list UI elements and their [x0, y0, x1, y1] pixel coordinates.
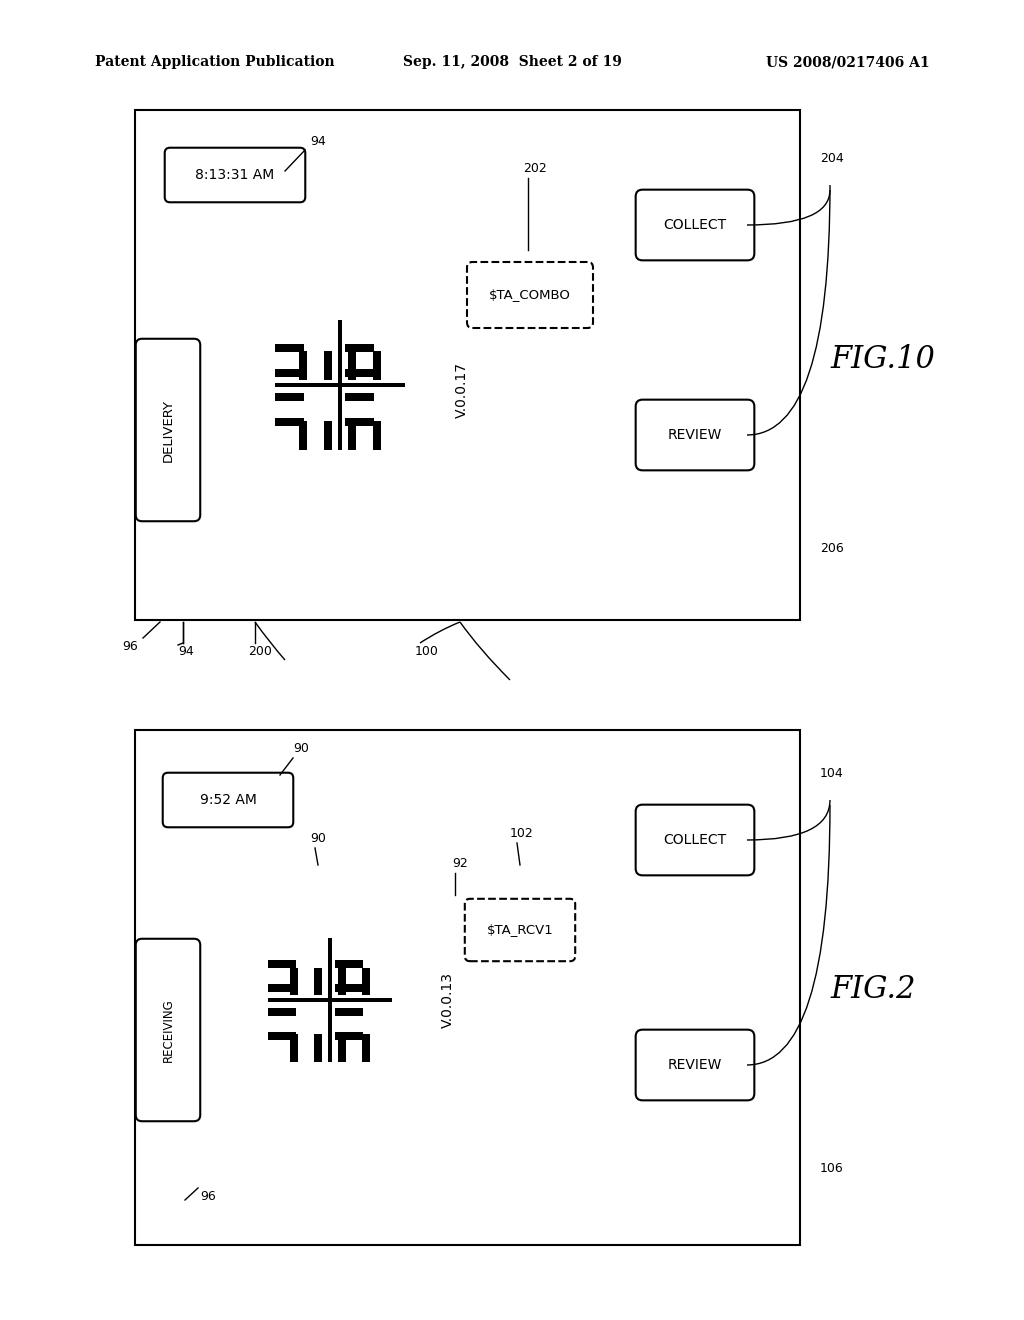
Text: 102: 102 [510, 828, 534, 840]
Bar [314, 968, 323, 995]
Text: RECEIVING: RECEIVING [162, 998, 174, 1061]
Text: Sep. 11, 2008  Sheet 2 of 19: Sep. 11, 2008 Sheet 2 of 19 [402, 55, 622, 69]
Text: COLLECT: COLLECT [664, 218, 727, 232]
Bar [291, 968, 298, 995]
Text: $TA_RCV1: $TA_RCV1 [486, 924, 553, 936]
FancyBboxPatch shape [163, 772, 293, 828]
Bar [324, 421, 332, 450]
Text: 202: 202 [523, 162, 547, 176]
Text: DELIVERY: DELIVERY [162, 399, 174, 462]
Bar [345, 368, 374, 376]
Bar [338, 1035, 346, 1061]
Bar [314, 1035, 323, 1061]
Bar [338, 321, 342, 450]
Bar [275, 368, 304, 376]
Bar [361, 968, 370, 995]
Bar [348, 421, 356, 450]
Bar [275, 393, 304, 401]
Bar [135, 730, 800, 1245]
Text: V.0.0.13: V.0.0.13 [441, 972, 455, 1028]
Text: V.0.0.17: V.0.0.17 [455, 362, 469, 418]
FancyBboxPatch shape [636, 400, 755, 470]
Bar [345, 343, 374, 351]
Bar [348, 351, 356, 380]
Bar [335, 1007, 362, 1015]
Text: Patent Application Publication: Patent Application Publication [95, 55, 335, 69]
Bar [275, 343, 304, 351]
Text: 96: 96 [122, 640, 138, 653]
Text: FIG.10: FIG.10 [830, 345, 935, 375]
FancyBboxPatch shape [636, 805, 755, 875]
FancyBboxPatch shape [165, 148, 305, 202]
Bar [361, 1035, 370, 1061]
Text: 106: 106 [820, 1162, 844, 1175]
Text: US 2008/0217406 A1: US 2008/0217406 A1 [766, 55, 930, 69]
Bar [291, 1035, 298, 1061]
FancyBboxPatch shape [636, 190, 755, 260]
Text: COLLECT: COLLECT [664, 833, 727, 847]
Text: 8:13:31 AM: 8:13:31 AM [196, 168, 274, 182]
Bar [135, 110, 800, 620]
Bar [268, 985, 296, 993]
Text: 96: 96 [200, 1191, 216, 1203]
Text: $TA_COMBO: $TA_COMBO [489, 289, 571, 301]
Bar [335, 1032, 362, 1040]
Bar [328, 939, 332, 1061]
Bar [324, 351, 332, 380]
Text: 104: 104 [820, 767, 844, 780]
Bar [275, 383, 404, 387]
Bar [338, 968, 346, 995]
Text: 90: 90 [293, 742, 309, 755]
FancyBboxPatch shape [465, 899, 575, 961]
Text: 206: 206 [820, 543, 844, 554]
Text: 94: 94 [178, 645, 194, 657]
Text: REVIEW: REVIEW [668, 428, 722, 442]
Bar [268, 1007, 296, 1015]
Text: 9:52 AM: 9:52 AM [200, 793, 256, 807]
FancyBboxPatch shape [636, 1030, 755, 1101]
Bar [275, 418, 304, 426]
FancyBboxPatch shape [136, 939, 201, 1121]
Text: FIG.2: FIG.2 [830, 974, 915, 1006]
Bar [374, 351, 382, 380]
Text: REVIEW: REVIEW [668, 1059, 722, 1072]
Bar [299, 351, 306, 380]
Bar [268, 961, 296, 968]
Bar [335, 985, 362, 993]
Text: 204: 204 [820, 152, 844, 165]
FancyBboxPatch shape [136, 339, 201, 521]
Bar [335, 961, 362, 968]
Text: 90: 90 [310, 832, 326, 845]
Text: 94: 94 [310, 135, 326, 148]
Bar [374, 421, 382, 450]
Bar [345, 418, 374, 426]
Text: 92: 92 [452, 857, 468, 870]
Bar [268, 1032, 296, 1040]
Text: 100: 100 [415, 645, 439, 657]
Bar [299, 421, 306, 450]
Bar [345, 393, 374, 401]
Text: 200: 200 [248, 645, 272, 657]
Bar [268, 998, 392, 1002]
FancyBboxPatch shape [467, 261, 593, 327]
